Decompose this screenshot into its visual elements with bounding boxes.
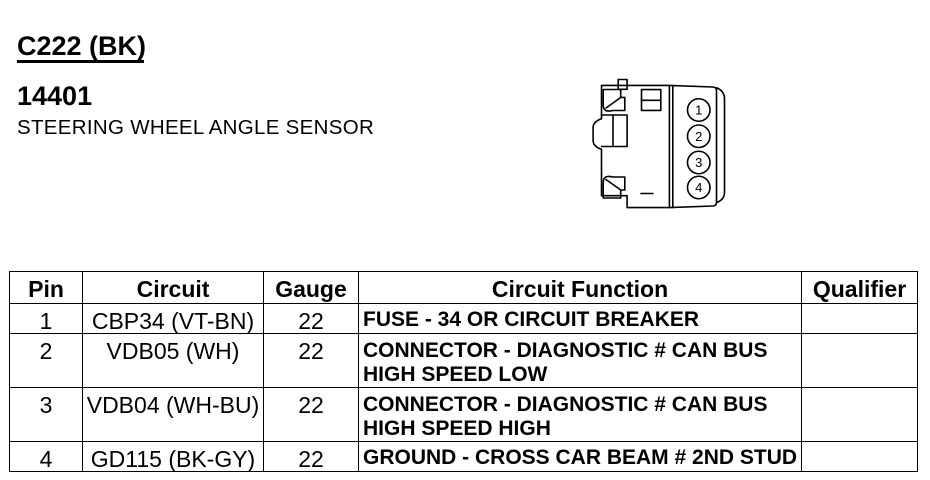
svg-text:1: 1	[695, 103, 702, 118]
svg-text:3: 3	[695, 155, 702, 170]
svg-text:4: 4	[695, 180, 702, 195]
svg-text:2: 2	[695, 129, 702, 144]
